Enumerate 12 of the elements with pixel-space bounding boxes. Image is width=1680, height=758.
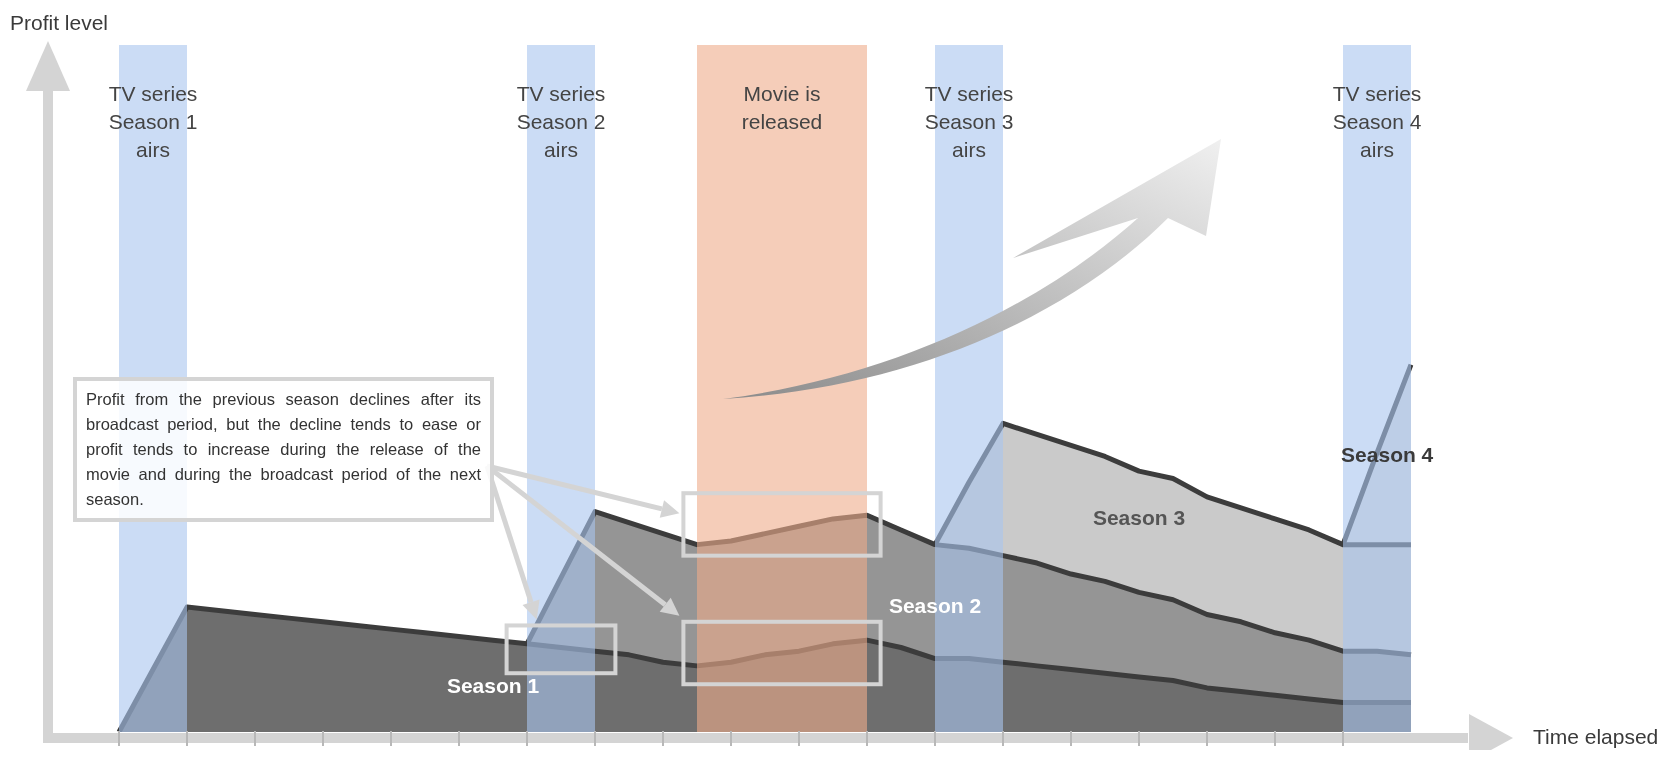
series-label: Season 1 [446, 673, 540, 697]
text: Movie is released [741, 81, 823, 133]
series-label: Season 4 [1341, 442, 1434, 466]
x-axis-title: Time elapsed [1533, 724, 1659, 748]
text: TV series Season 3 airs [924, 81, 1014, 161]
text: TV series Season 4 airs [1332, 81, 1422, 161]
text: TV series Season 2 airs [516, 81, 606, 161]
series-label: Season 3 [1092, 506, 1186, 530]
text: Profit level [10, 10, 109, 34]
text: TV series Season 1 airs [108, 81, 198, 161]
annotation: Profit from the previous season declines after its broadcast period, but the decline tends to ease or profit tends to increase during the release of the movie and during the broadcast period of the next season. [73, 377, 494, 522]
series-label: Season 2 [888, 594, 982, 618]
